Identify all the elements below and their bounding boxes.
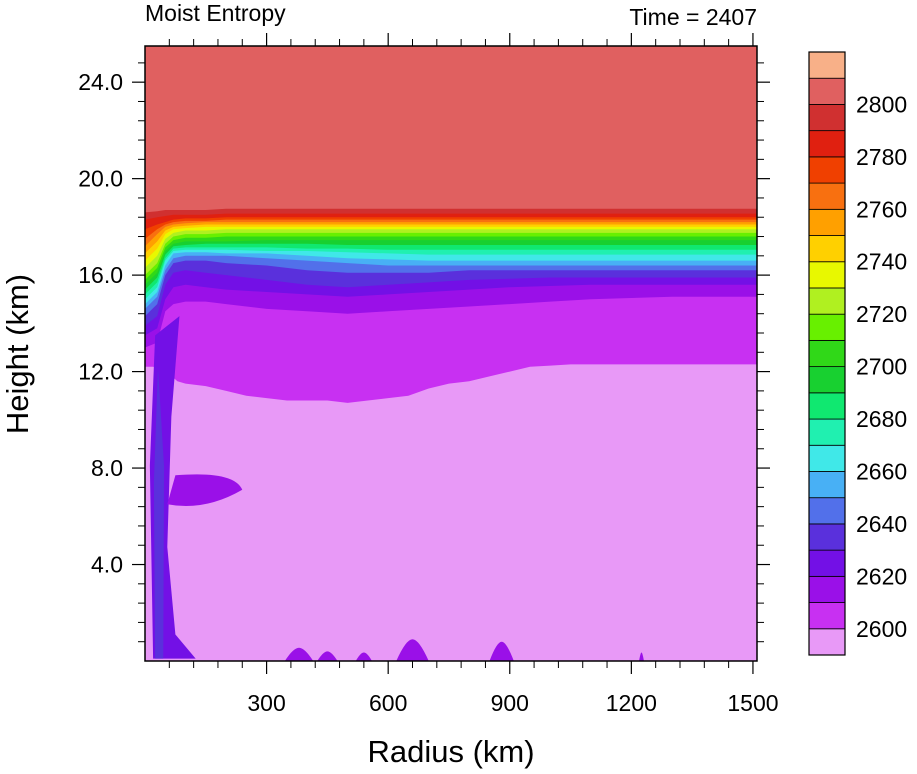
x-tick-label: 1200	[606, 690, 657, 716]
colorbar-swatch	[808, 418, 846, 446]
surface-patch	[355, 652, 372, 661]
y-axis-label: Height (km)	[0, 274, 35, 434]
colorbar-swatch	[808, 235, 846, 263]
plot-frame	[144, 45, 758, 662]
colorbar-tick-label: 2800	[856, 91, 907, 117]
colorbar-swatch	[808, 339, 846, 368]
surface-patch	[284, 647, 314, 661]
x-tick-label: 1500	[727, 690, 778, 716]
colorbar-swatch	[808, 208, 846, 236]
colorbar-swatch	[808, 471, 846, 499]
plot-area: 300 600 900 1200 1500 4.0 8.0 12.0 16.0 20.0 24.0	[78, 33, 779, 716]
contour-fills	[145, 46, 757, 661]
colorbar-tick-label: 2640	[856, 511, 907, 537]
x-axis-label: Radius (km)	[367, 734, 534, 769]
x-tick-label: 900	[491, 690, 529, 716]
contour-band-2800	[145, 46, 757, 213]
eyewall-core	[153, 367, 165, 659]
chart-title-left: Moist Entropy	[145, 0, 286, 26]
colorbar-swatch	[808, 497, 846, 525]
colorbar-swatch	[808, 51, 846, 79]
colorbar-tick-label: 2660	[856, 458, 907, 484]
surface-patch	[396, 639, 429, 661]
x-tick-label: 600	[369, 690, 407, 716]
colorbar-swatch	[808, 392, 846, 420]
colorbar-swatch	[808, 628, 846, 656]
y-tick-label: 16.0	[78, 262, 123, 288]
colorbar-swatch	[808, 444, 846, 472]
colorbar-swatch	[808, 287, 846, 315]
colorbar-swatch	[808, 523, 846, 551]
surface-patch	[489, 641, 514, 661]
colorbar-swatch	[808, 182, 846, 210]
colorbar-swatch	[808, 549, 846, 577]
colorbar-swatch	[808, 130, 846, 158]
colorbar-tick-label: 2760	[856, 196, 907, 222]
y-tick-label: 8.0	[91, 455, 123, 481]
colorbar-tick-label: 2700	[856, 354, 907, 380]
colorbar-swatch	[808, 602, 846, 630]
colorbar-swatch	[808, 313, 846, 341]
colorbar: 2600 2620 2640 2660 2680 2700 2720 2740 2760 2780…	[808, 51, 907, 656]
colorbar-tick-label: 2680	[856, 406, 907, 432]
y-tick-label: 12.0	[78, 359, 123, 385]
x-tick-label: 300	[247, 690, 285, 716]
outflow-anvil	[167, 474, 243, 507]
colorbar-tick-label: 2780	[856, 144, 907, 170]
colorbar-frame	[808, 51, 846, 656]
surface-patch	[639, 652, 644, 661]
colorbar-swatch	[808, 366, 846, 394]
colorbar-swatch	[808, 77, 846, 105]
colorbar-swatch	[808, 575, 846, 603]
y-tick-label: 4.0	[91, 552, 123, 578]
y-tick-label: 24.0	[78, 69, 123, 95]
surface-patch	[317, 651, 338, 661]
colorbar-tick-label: 2720	[856, 301, 907, 327]
colorbar-tick-label: 2740	[856, 249, 907, 275]
axis-ticks: 300 600 900 1200 1500 4.0 8.0 12.0 16.0 20.0 24.0	[78, 33, 779, 716]
colorbar-swatch	[808, 261, 846, 289]
colorbar-swatch	[808, 104, 846, 132]
colorbar-tick-label: 2620	[856, 563, 907, 589]
y-tick-label: 20.0	[78, 166, 123, 192]
colorbar-swatch	[808, 156, 846, 184]
colorbar-tick-label: 2600	[856, 616, 907, 642]
chart-title-right: Time = 2407	[629, 4, 757, 30]
